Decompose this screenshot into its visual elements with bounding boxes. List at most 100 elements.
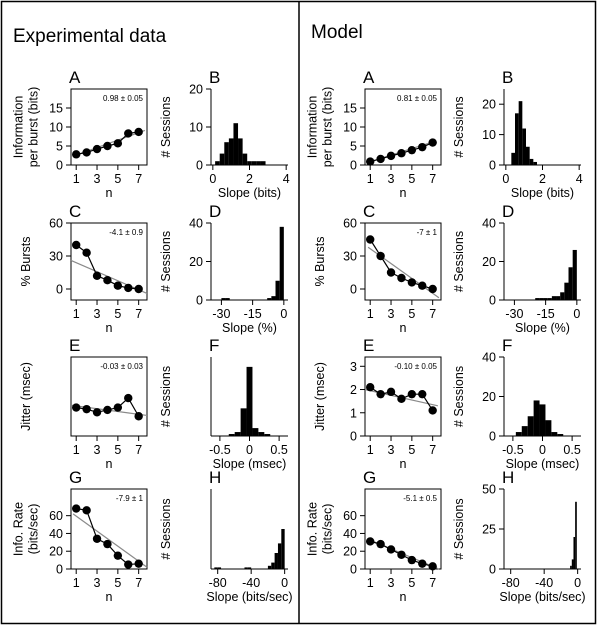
x-tick-label: 3 — [388, 172, 395, 186]
y-tick-label: 0 — [56, 283, 63, 297]
histogram-bar — [215, 161, 220, 165]
data-point — [428, 562, 437, 571]
data-point — [428, 138, 437, 147]
x-axis-label: Slope (%) — [222, 321, 277, 335]
panel-letter: C — [69, 202, 81, 221]
histogram-bar — [570, 565, 572, 569]
x-tick-label: 2 — [246, 172, 253, 186]
panel-letter: G — [69, 468, 82, 487]
histogram-bar — [238, 138, 243, 165]
x-axis-label: Slope (bits) — [218, 186, 281, 200]
panel-letter: E — [69, 336, 80, 355]
chart-exp-A: A Information per burst (bits) n 0.98 ± 0.05… — [12, 68, 148, 200]
histogram-bar — [228, 138, 234, 165]
y-tick-label: 0 — [196, 294, 203, 308]
data-point — [134, 127, 143, 137]
data-point — [428, 284, 437, 294]
histogram-bar — [568, 267, 573, 300]
x-tick-label: 0 — [246, 443, 253, 457]
panel-letter: F — [502, 336, 512, 355]
x-tick-label: 7 — [135, 443, 142, 457]
histogram-bar — [214, 567, 218, 569]
x-tick-label: 5 — [408, 576, 415, 590]
data-point — [92, 408, 102, 417]
panel-letter: E — [363, 336, 374, 355]
y-tick-label: 60 — [49, 217, 63, 231]
chart-exp-C: C % Bursts n -4.1 ± 0.9 1 3 5 7 0 30 60 — [19, 202, 148, 335]
histogram-bar — [242, 153, 248, 165]
data-point — [72, 504, 81, 513]
plot-frame — [364, 356, 442, 437]
histogram-bar — [271, 562, 275, 569]
y-axis-label: Jitter (msec) — [313, 362, 327, 431]
histogram-bar — [547, 298, 552, 300]
y-axis-label: (bits/sec) — [321, 504, 335, 555]
data-point — [82, 148, 91, 157]
y-axis-label: % Bursts — [313, 236, 327, 286]
x-axis-label: n — [400, 321, 407, 335]
y-tick-label: 15 — [343, 102, 357, 116]
data-point — [113, 551, 123, 560]
data-point — [376, 251, 385, 261]
data-point — [124, 393, 133, 403]
panel-letter: B — [502, 68, 513, 87]
histogram-bar — [522, 128, 526, 165]
plot-frame — [70, 222, 148, 301]
right-panel-title: Model — [311, 22, 363, 43]
x-tick-label: 3 — [94, 443, 101, 457]
panel-letter: A — [363, 68, 375, 87]
histogram-bar — [539, 404, 546, 436]
x-tick-label: 3 — [94, 172, 101, 186]
y-tick-label: 10 — [49, 121, 63, 135]
histogram-bar — [244, 567, 248, 569]
data-point — [407, 555, 417, 565]
histogram-bar — [258, 432, 265, 436]
data-point — [103, 405, 112, 415]
y-tick-label: 60 — [49, 509, 63, 523]
x-tick-label: 0 — [281, 576, 288, 590]
x-axis-label: Slope (msec) — [213, 457, 287, 471]
panel-letter: G — [363, 468, 376, 487]
x-tick-label: 0 — [539, 443, 546, 457]
y-tick-label: 10 — [189, 121, 203, 135]
data-point — [366, 383, 375, 392]
x-tick-label: 1 — [73, 443, 80, 457]
y-tick-label: 30 — [343, 250, 357, 264]
data-point — [366, 157, 375, 166]
x-tick-label: -40 — [535, 576, 553, 590]
data-point — [103, 141, 112, 151]
histogram-bar — [556, 296, 561, 300]
histogram-bar — [527, 416, 534, 436]
x-axis-label: n — [400, 186, 407, 200]
histogram-bar — [251, 161, 257, 165]
data-point — [92, 534, 102, 543]
chart-mod-C: C % Bursts n -7 ± 1 1 3 5 7 0 30 60 — [313, 202, 442, 335]
x-tick-label: 0 — [280, 307, 287, 321]
histogram-bar — [526, 146, 530, 165]
histogram-bar — [539, 298, 544, 300]
y-tick-label: 10 — [482, 128, 496, 142]
data-point — [407, 389, 417, 399]
data-point — [92, 144, 102, 154]
panel-letter: H — [209, 468, 221, 487]
data-point — [407, 145, 417, 155]
slope-annotation: -0.03 ± 0.03 — [100, 362, 143, 371]
y-axis-label: # Sessions — [452, 366, 466, 427]
y-axis-label: Info. Rate — [306, 502, 320, 556]
histogram-bar — [233, 123, 239, 165]
chart-mod-G: G Info. Rate (bits/sec) n -5.1 ± 0.5 1 3 5 7 0 20 4… — [306, 468, 442, 604]
chart-exp-E: E Jitter (msec) n -0.03 ± 0.03 1 3 5 7 — [19, 336, 148, 471]
x-tick-label: 7 — [135, 576, 142, 590]
data-point — [397, 550, 406, 559]
slope-annotation: 0.81 ± 0.05 — [397, 94, 438, 103]
x-tick-label: 5 — [408, 443, 415, 457]
y-tick-label: 0 — [56, 563, 63, 577]
x-tick-label: 7 — [429, 172, 436, 186]
slope-annotation: -7 ± 1 — [417, 228, 438, 237]
y-tick-label: 20 — [49, 545, 63, 559]
histogram-bar — [247, 161, 252, 165]
histogram-bar — [267, 565, 272, 569]
